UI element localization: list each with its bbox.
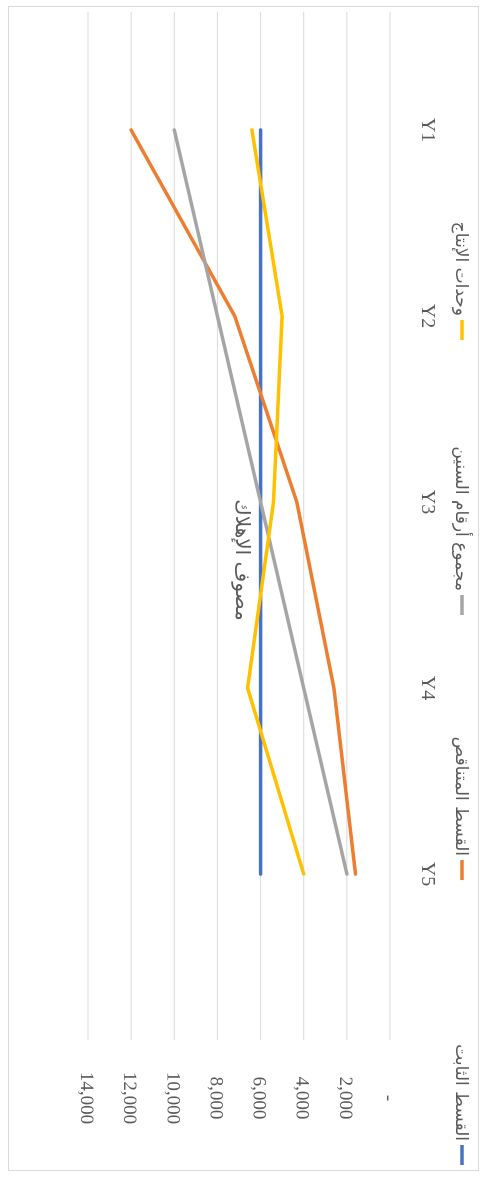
legend-label: القسط المتناقص (451, 737, 471, 856)
y-tick-label: - (378, 1095, 399, 1101)
legend-label: وحدات الإنتاج (451, 222, 471, 316)
series-line (245, 128, 306, 876)
legend: القسط الثابت القسط المتناقص مجموع أرقام ال… (451, 222, 473, 1165)
y-tick-label: 6,000 (249, 1077, 270, 1120)
x-tick-label: Y4 (417, 676, 439, 700)
y-tick-label: 14,000 (76, 1072, 97, 1124)
y-tick-label: 8,000 (205, 1077, 226, 1120)
legend-label: مجموع أرقام السنين (451, 446, 473, 591)
series-line (129, 128, 358, 876)
y-tick-label: 10,000 (162, 1072, 183, 1124)
y-tick-label: 12,000 (119, 1072, 140, 1124)
chart-frame (8, 6, 479, 1171)
x-tick-label: Y1 (417, 118, 439, 142)
chart-title: مصوف الإهلاك (231, 499, 255, 620)
x-tick-label: Y3 (417, 490, 439, 514)
y-axis-tick-labels: - 2,000 4,000 6,000 8,000 10,000 12,000 14,000 (76, 1072, 399, 1124)
x-axis-tick-labels: Y1 Y2 Y3 Y4 Y5 (417, 118, 439, 886)
x-tick-label: Y2 (417, 304, 439, 328)
y-tick-label: 2,000 (335, 1077, 356, 1120)
x-tick-label: Y5 (417, 862, 439, 886)
series-line (172, 128, 349, 876)
legend-label: القسط الثابت (451, 1044, 471, 1141)
y-tick-label: 4,000 (292, 1077, 313, 1120)
series-lines (129, 128, 358, 876)
